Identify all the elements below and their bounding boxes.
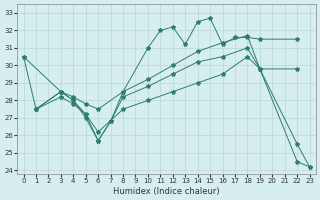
X-axis label: Humidex (Indice chaleur): Humidex (Indice chaleur) [113,187,220,196]
